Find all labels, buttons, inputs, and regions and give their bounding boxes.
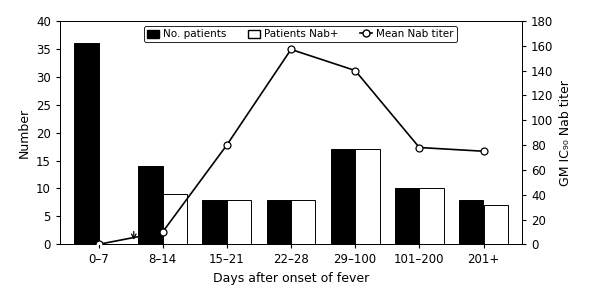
Bar [138,166,163,244]
Bar [202,200,227,244]
Bar [395,188,419,244]
Bar [484,205,508,244]
Bar [266,200,291,244]
Bar [227,200,251,244]
Bar [291,200,316,244]
Bar [355,149,380,244]
Bar [419,188,444,244]
Bar [74,43,98,244]
Bar [163,194,187,244]
Y-axis label: Number: Number [17,108,31,158]
Legend: No. patients, Patients Nab+, Mean Nab titer: No. patients, Patients Nab+, Mean Nab ti… [143,26,457,42]
X-axis label: Days after onset of fever: Days after onset of fever [213,272,369,285]
Bar [459,200,484,244]
Y-axis label: GM IC₉₀ Nab titer: GM IC₉₀ Nab titer [559,80,572,186]
Bar [331,149,355,244]
